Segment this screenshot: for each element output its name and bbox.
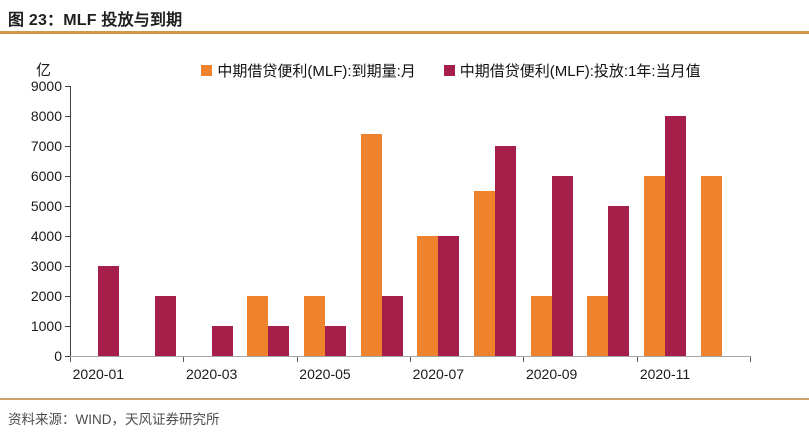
x-tick-mark (183, 357, 185, 362)
y-tick-mark (65, 86, 70, 87)
legend-swatch-icon (201, 65, 213, 76)
bar-injection (325, 326, 346, 356)
y-tick-mark (65, 146, 70, 147)
y-tick-label: 7000 (30, 138, 62, 154)
bar-injection (608, 206, 630, 356)
y-tick-label: 5000 (30, 198, 62, 214)
x-axis-line (70, 356, 751, 357)
y-tick-mark (65, 176, 70, 177)
y-tick-label: 8000 (30, 108, 62, 124)
x-tick-mark (636, 357, 638, 362)
y-tick-mark (65, 116, 70, 117)
legend-item-maturity: 中期借贷便利(MLF):到期量:月 (201, 60, 416, 81)
x-tick-mark (70, 357, 71, 362)
chart-legend: 中期借贷便利(MLF):到期量:月 中期借贷便利(MLF):投放:1年:当月值 (93, 60, 809, 81)
bar-maturity (587, 296, 609, 356)
bar-injection (551, 176, 573, 356)
y-tick-label: 1000 (30, 318, 62, 334)
bar-injection (98, 266, 120, 356)
y-axis-unit-label: 亿 (36, 62, 52, 79)
footer-divider (0, 398, 809, 400)
y-tick-mark (65, 266, 70, 267)
bar-injection (155, 296, 176, 356)
source-note: 资料来源：WIND，天风证券研究所 (8, 412, 220, 427)
y-tick-mark (65, 356, 70, 357)
bar-injection (381, 296, 403, 356)
bar-maturity (304, 296, 325, 356)
x-axis-label: 2020-07 (412, 366, 465, 382)
x-axis-label: 2020-05 (299, 366, 351, 382)
y-tick-label: 4000 (30, 228, 62, 244)
y-tick-label: 9000 (30, 78, 62, 94)
y-tick-mark (65, 326, 70, 327)
y-tick-mark (65, 236, 70, 237)
legend-swatch-icon (443, 65, 455, 76)
x-axis-label: 2020-03 (185, 366, 238, 382)
y-axis-line (70, 86, 71, 357)
x-tick-mark (410, 357, 411, 362)
bar-injection (438, 236, 460, 356)
title-divider (0, 31, 809, 34)
x-tick-mark (750, 357, 751, 362)
bar-injection (495, 146, 516, 356)
x-axis-label: 2020-11 (639, 366, 691, 382)
y-tick-label: 2000 (30, 288, 62, 304)
bar-maturity (644, 176, 665, 356)
legend-item-injection: 中期借贷便利(MLF):投放:1年:当月值 (443, 60, 701, 81)
y-tick-label: 6000 (30, 168, 62, 184)
bar-maturity (417, 236, 439, 356)
legend-label: 中期借贷便利(MLF):到期量:月 (217, 63, 416, 80)
y-tick-mark (65, 206, 70, 207)
x-axis-label: 2020-01 (72, 366, 125, 382)
bar-injection (211, 326, 233, 356)
bar-maturity (474, 191, 495, 356)
bar-maturity (360, 134, 382, 356)
bar-injection (665, 116, 686, 356)
x-axis-label: 2020-09 (525, 366, 578, 382)
bar-maturity (247, 296, 269, 356)
legend-label: 中期借贷便利(MLF):投放:1年:当月值 (459, 63, 701, 80)
y-tick-label: 0 (54, 348, 62, 364)
bar-maturity (700, 176, 722, 356)
x-tick-mark (523, 357, 525, 362)
bar-maturity (530, 296, 552, 356)
x-tick-mark (296, 357, 298, 362)
y-tick-label: 3000 (30, 258, 62, 274)
y-tick-mark (65, 296, 70, 297)
figure-title: 图 23：MLF 投放与到期 (8, 12, 183, 29)
bar-injection (268, 326, 290, 356)
